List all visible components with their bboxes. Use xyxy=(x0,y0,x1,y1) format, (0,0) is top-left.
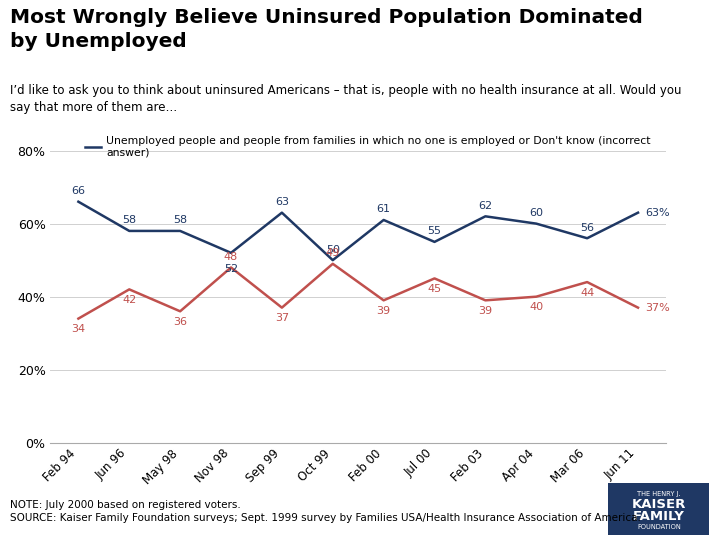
Text: 36: 36 xyxy=(173,317,187,327)
Text: 63: 63 xyxy=(275,197,289,207)
Text: FAMILY: FAMILY xyxy=(633,510,685,523)
Text: 42: 42 xyxy=(122,295,136,305)
Text: 48: 48 xyxy=(224,252,238,262)
Text: 58: 58 xyxy=(122,215,136,225)
Text: 49: 49 xyxy=(325,248,340,258)
Text: KAISER: KAISER xyxy=(631,498,686,511)
Text: 63%: 63% xyxy=(645,208,670,218)
Text: 55: 55 xyxy=(428,226,441,237)
Text: 45: 45 xyxy=(428,284,441,294)
Text: 44: 44 xyxy=(580,288,594,298)
Legend: Unemployed people and people from families in which no one is employed or Don't : Unemployed people and people from famili… xyxy=(81,132,655,162)
Text: 62: 62 xyxy=(478,201,492,211)
Text: 52: 52 xyxy=(224,264,238,274)
Text: 34: 34 xyxy=(71,324,86,334)
Text: 39: 39 xyxy=(478,306,492,316)
Text: Most Wrongly Believe Uninsured Population Dominated
by Unemployed: Most Wrongly Believe Uninsured Populatio… xyxy=(10,8,643,51)
Text: 60: 60 xyxy=(529,208,544,218)
Text: I’d like to ask you to think about uninsured Americans – that is, people with no: I’d like to ask you to think about unins… xyxy=(10,84,682,114)
Text: 56: 56 xyxy=(580,222,594,233)
Text: FOUNDATION: FOUNDATION xyxy=(637,524,680,530)
Text: 50: 50 xyxy=(325,245,340,254)
Text: 61: 61 xyxy=(377,205,391,214)
Text: 40: 40 xyxy=(529,302,544,312)
Text: 37%: 37% xyxy=(645,302,670,313)
Text: NOTE: July 2000 based on registered voters.: NOTE: July 2000 based on registered vote… xyxy=(10,500,240,510)
Text: 37: 37 xyxy=(275,313,289,323)
Text: 58: 58 xyxy=(173,215,187,225)
Text: SOURCE: Kaiser Family Foundation surveys; Sept. 1999 survey by Families USA/Heal: SOURCE: Kaiser Family Foundation surveys… xyxy=(10,513,641,523)
Text: THE HENRY J.: THE HENRY J. xyxy=(637,490,680,497)
Text: 66: 66 xyxy=(71,186,86,196)
Text: 39: 39 xyxy=(377,306,391,316)
